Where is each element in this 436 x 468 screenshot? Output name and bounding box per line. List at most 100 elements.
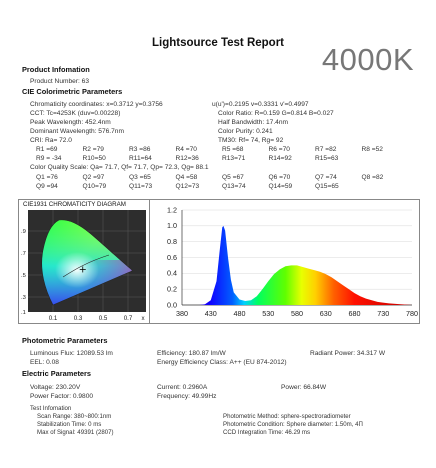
q-value: Q4 =58	[175, 174, 198, 181]
cie-diagram-panel: CIE1931 CHROMATICITY DIAGRAM	[18, 199, 151, 324]
test-info-heading: Test Infomation	[30, 405, 72, 412]
q-value: Q11=73	[129, 183, 153, 190]
q-value: Q15=65	[315, 183, 339, 190]
q-value: Q10=79	[82, 183, 107, 190]
spectrum-y-tick: 1.2	[167, 205, 177, 214]
q-value: Q6 =70	[268, 174, 291, 181]
spectrum-x-tick: 580	[291, 309, 303, 318]
photometric-condition: Photometric Condition: Sphere diameter: …	[223, 421, 363, 428]
q-value: Q8 =82	[361, 174, 384, 181]
q-value: Q13=74	[222, 183, 246, 190]
stabilization-time: Stabilization Time: 0 ms	[37, 421, 102, 428]
electric-heading: Electric Parameters	[22, 369, 92, 378]
ri-value: R4 =70	[175, 146, 197, 153]
q-value: Q14=59	[268, 183, 293, 190]
color-purity: Color Purity: 0.241	[218, 128, 273, 135]
cri-value: CRI: Ra= 72.0	[30, 137, 72, 144]
q-value: Q1 =76	[36, 174, 58, 181]
max-signal: Max of Signal: 49391 (2807)	[37, 429, 114, 436]
ri-row-2: R9 = -34 R10=50 R11=64 R12=36 R13=71 R14…	[36, 155, 362, 162]
cie-x-tick: 0.7	[124, 315, 133, 322]
ri-value: R12=36	[175, 155, 199, 162]
ri-value: R13=71	[222, 155, 246, 162]
spectrum-y-tick: 0.8	[167, 237, 177, 246]
cct-badge: 4000K	[321, 42, 414, 77]
ri-value: R14=92	[268, 155, 292, 162]
spectrum-x-tick: 630	[320, 309, 332, 318]
radiant-power: Radiant Power: 34.317 W	[310, 350, 386, 357]
cie-x-tick: 0.3	[74, 315, 83, 322]
cie-y-tick: .3	[21, 295, 26, 301]
q-value: Q9 =94	[36, 183, 58, 190]
cie-y-tick: .9	[21, 229, 26, 235]
ri-value: R7 =82	[315, 146, 337, 153]
frequency: Frequency: 49.99Hz	[157, 393, 217, 400]
cct-value: CCT: Tc=4253K (duv=0.00228)	[30, 110, 121, 117]
color-ratio: Color Ratio: R=0.159 G=0.814 B=0.027	[218, 110, 334, 117]
spectrum-area	[182, 225, 412, 305]
photometric-method: Photometric Method: sphere-spectroradiom…	[223, 413, 351, 420]
peak-wavelength: Peak Wavelength: 452.4nm	[30, 119, 111, 126]
ri-row-1: R1 =69 R2 =79 R3 =86 R4 =70 R5 =68 R6 =7…	[36, 146, 408, 153]
eel-value: EEL: 0.08	[30, 359, 59, 366]
cie-y-tick: .7	[21, 251, 26, 257]
ri-value: R5 =68	[222, 146, 244, 153]
product-info-heading: Product Infomation	[22, 65, 90, 74]
spectrum-x-tick: 430	[205, 309, 217, 318]
cie-diagram: 0.1 0.3 0.5 0.7 x .9 .7 .5 .3 .1	[21, 210, 146, 322]
ri-value: R11=64	[129, 155, 152, 162]
spectrum-y-tick: 0.0	[167, 300, 177, 309]
product-number: Product Number: 63	[30, 78, 90, 85]
spectrum-y-tick: 0.2	[167, 284, 177, 293]
voltage: Voltage: 230.20V	[30, 384, 81, 391]
q-value: Q2 =97	[82, 174, 105, 181]
planckian-locus	[62, 254, 110, 278]
current: Current: 0.2960A	[157, 384, 208, 391]
spectrum-x-tick: 730	[377, 309, 389, 318]
scan-range: Scan Range: 380~800:1nm	[37, 413, 112, 420]
energy-efficiency-class: Energy Efficiency Class: A++ (EU 874-201…	[157, 359, 287, 366]
photometric-heading: Photometric Parameters	[22, 336, 108, 345]
ri-value: R9 = -34	[36, 155, 62, 162]
color-quality-scale: Color Quality Scale: Qa= 71.7, Qf= 71.7,…	[30, 164, 209, 171]
chromaticity-point	[79, 266, 86, 273]
dominant-wavelength: Dominant Wavelength: 576.7nm	[30, 128, 124, 135]
ri-value: R6 =70	[268, 146, 290, 153]
spectrum-chart: 1.2 1.0 0.8 0.6 0.4 0.2 0.0 380 430 480 530 580 630…	[167, 205, 418, 318]
cie-diagram-title: CIE1931 CHROMATICITY DIAGRAM	[23, 201, 126, 208]
ri-value: R10=50	[82, 155, 106, 162]
cie-x-tick: 0.1	[49, 315, 58, 322]
cie-y-tick: .1	[21, 310, 26, 316]
q-value: Q12=73	[175, 183, 200, 190]
efficiency: Efficiency: 180.87 lm/W	[157, 350, 226, 357]
q-value: Q7 =74	[315, 174, 337, 181]
spectrum-x-tick: 530	[262, 309, 274, 318]
power: Power: 66.84W	[281, 384, 327, 391]
cie-y-tick: .5	[21, 273, 26, 279]
spectrum-x-tick: 480	[234, 309, 246, 318]
luminous-flux: Luminous Flux: 12089.53 lm	[30, 350, 113, 357]
q-row-2: Q9 =94 Q10=79 Q11=73 Q12=73 Q13=74 Q14=5…	[36, 183, 362, 190]
spectrum-y-ticks: 1.2 1.0 0.8 0.6 0.4 0.2 0.0	[167, 205, 177, 309]
spectrum-y-tick: 0.6	[167, 253, 177, 262]
q-value: Q3 =65	[129, 174, 151, 181]
spectrum-y-tick: 1.0	[167, 221, 177, 230]
cie-heading: CIE Colorimetric Parameters	[22, 87, 123, 96]
spectrum-x-tick: 380	[176, 309, 188, 318]
spectrum-x-ticks: 380 430 480 530 580 630 680 730 780	[176, 309, 418, 318]
cie-x-tick: 0.5	[99, 315, 108, 322]
spectrum-panel: 1.2 1.0 0.8 0.6 0.4 0.2 0.0 380 430 480 530 580 630…	[149, 199, 420, 324]
ri-value: R2 =79	[82, 146, 104, 153]
cie-x-axis-label: x	[141, 315, 145, 322]
tm30-value: TM30: Rf= 74, Rg= 92	[218, 137, 284, 144]
ri-value: R3 =86	[129, 146, 151, 153]
spectrum-x-tick: 680	[349, 309, 361, 318]
chromaticity-coordinates: Chromaticity coordinates: x=0.3712 y=0.3…	[30, 101, 163, 108]
power-factor: Power Factor: 0.9800	[30, 393, 94, 400]
ccd-integration-time: CCD Integration Time: 46.29 ms	[223, 429, 311, 436]
q-value: Q5 =67	[222, 174, 244, 181]
ri-value: R1 =69	[36, 146, 58, 153]
uv-coordinates: u(u')=0.2195 v=0.3331 v'=0.4997	[212, 101, 309, 108]
spectrum-y-tick: 0.4	[167, 269, 177, 278]
ri-value: R8 =52	[361, 146, 383, 153]
